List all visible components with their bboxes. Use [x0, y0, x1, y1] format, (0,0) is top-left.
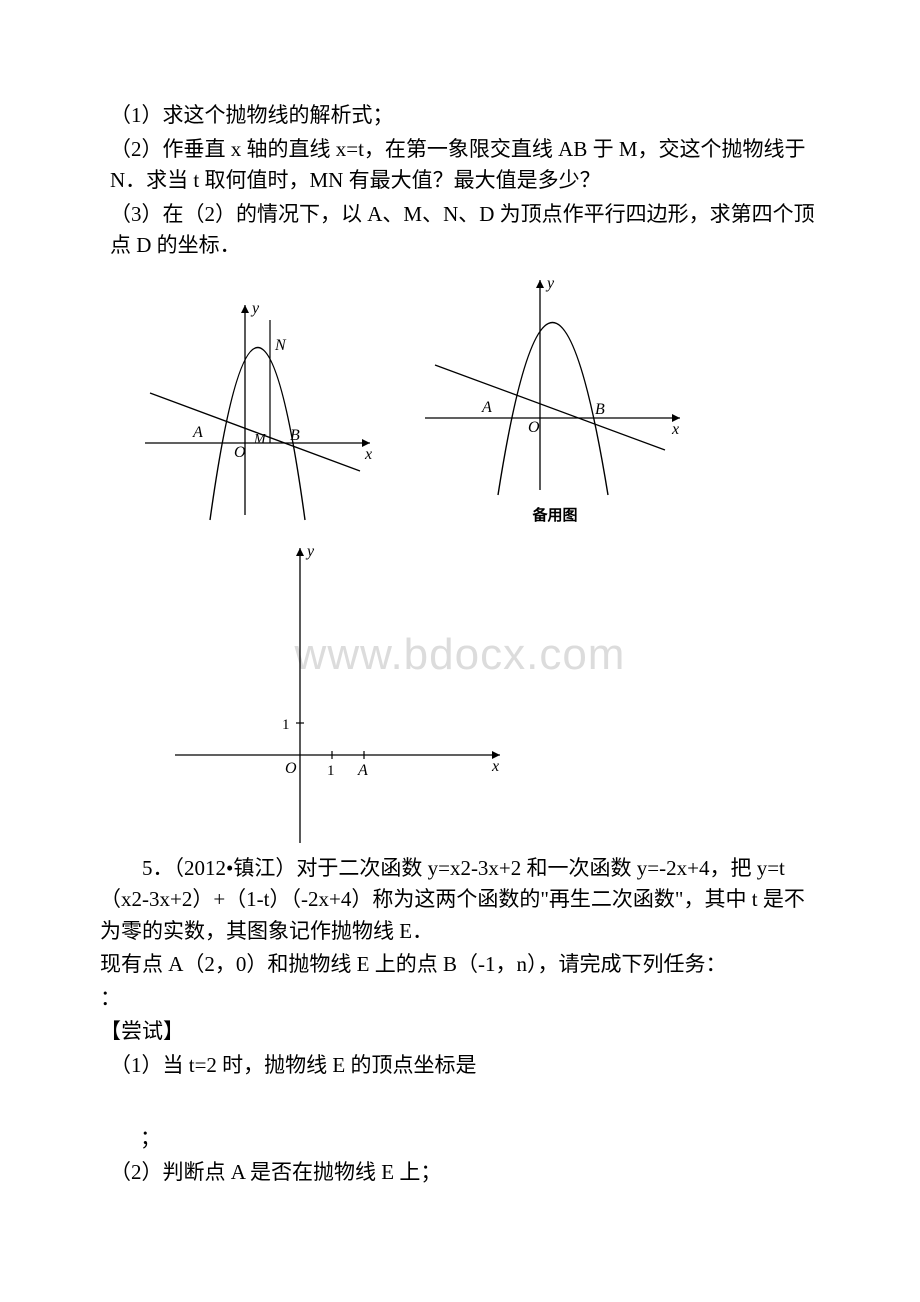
- origin-label: O: [234, 444, 246, 461]
- figure-2: y x O A B 备用图: [420, 270, 690, 525]
- figure-1: y x O A B M N: [140, 295, 380, 525]
- figure-3: y x O 1 A 1: [160, 533, 820, 853]
- axis-label-x-2: x: [671, 421, 679, 438]
- point-a-label-3: A: [357, 762, 368, 779]
- axis-label-y-3: y: [305, 543, 315, 560]
- tick-1-y: 1: [282, 717, 290, 733]
- question-2: （2）作垂直 x 轴的直线 x=t，在第一象限交直线 AB 于 M，交这个抛物线…: [100, 134, 820, 197]
- problem-5-try: 【尝试】: [100, 1016, 820, 1048]
- axis-label-x: x: [364, 446, 372, 463]
- problem-5-semicolon: ；: [100, 1123, 820, 1155]
- point-n-label: N: [274, 337, 287, 354]
- question-1: （1）求这个抛物线的解析式；: [100, 100, 820, 132]
- problem-5-colon: ：: [100, 983, 820, 1015]
- problem-5-intro: 5．（2012•镇江）对于二次函数 y=x2-3x+2 和一次函数 y=-2x+…: [100, 853, 820, 948]
- axis-label-y-2: y: [545, 275, 555, 292]
- point-a-label: A: [192, 424, 203, 441]
- point-m-label: M: [253, 432, 267, 447]
- question-3: （3）在（2）的情况下，以 A、M、N、D 为顶点作平行四边形，求第四个顶点 D…: [100, 199, 820, 262]
- origin-label-3: O: [285, 760, 297, 777]
- figures-row-1: y x O A B M N y x O A B: [140, 270, 820, 525]
- axis-label-y: y: [250, 300, 260, 317]
- tick-1-x: 1: [327, 763, 335, 779]
- problem-5-q2: （2）判断点 A 是否在抛物线 E 上；: [100, 1157, 820, 1189]
- point-b-label: B: [290, 427, 300, 444]
- figure-2-caption: 备用图: [420, 504, 690, 525]
- point-a-label-2: A: [481, 399, 492, 416]
- problem-5-b: 现有点 A（2，0）和抛物线 E 上的点 B（-1，n），请完成下列任务：: [100, 949, 820, 981]
- axis-label-x-3: x: [491, 758, 499, 775]
- problem-5-q1: （1）当 t=2 时，抛物线 E 的顶点坐标是: [100, 1050, 820, 1082]
- origin-label-2: O: [528, 419, 540, 436]
- point-b-label-2: B: [595, 401, 605, 418]
